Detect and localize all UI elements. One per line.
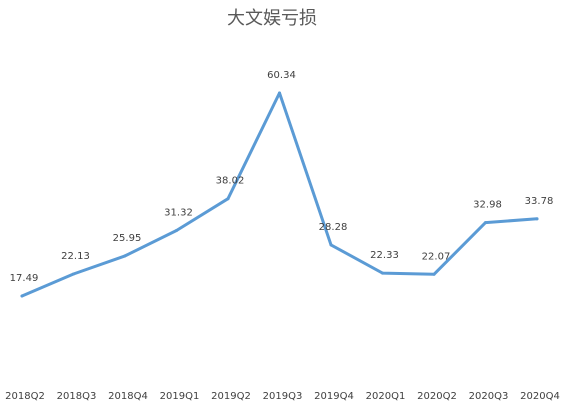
data-label: 17.49 xyxy=(10,273,39,284)
data-label: 32.98 xyxy=(473,200,502,211)
data-point xyxy=(381,271,384,275)
chart-title: 大文娱亏损 xyxy=(227,8,317,29)
data-point xyxy=(20,294,24,298)
data-label: 22.07 xyxy=(422,251,451,262)
x-tick-label: 2020Q4 xyxy=(520,391,560,402)
data-point xyxy=(278,91,281,95)
data-label: 33.78 xyxy=(525,196,554,207)
data-label: 38.02 xyxy=(216,176,245,187)
x-tick-label: 2020Q3 xyxy=(469,391,509,402)
data-label: 22.33 xyxy=(370,250,399,261)
data-label: 60.34 xyxy=(267,70,296,81)
data-label: 22.13 xyxy=(61,251,90,262)
data-point xyxy=(432,272,436,276)
x-tick-label: 2018Q3 xyxy=(57,391,97,402)
series-line xyxy=(20,91,539,298)
x-tick-label: 2018Q4 xyxy=(108,391,148,402)
data-point xyxy=(72,272,75,276)
data-point xyxy=(226,197,230,201)
data-point xyxy=(484,221,487,225)
data-label: 25.95 xyxy=(113,233,142,244)
x-tick-label: 2019Q3 xyxy=(263,391,303,402)
x-tick-label: 2019Q4 xyxy=(314,391,354,402)
x-tick-label: 2019Q2 xyxy=(211,391,251,402)
data-point xyxy=(175,228,178,232)
x-tick-label: 2018Q2 xyxy=(5,391,45,402)
data-point xyxy=(535,217,539,221)
plot-area: 17.49 22.13 25.95 31.32 38.02 60.34 28.28 22.33… xyxy=(5,70,560,402)
data-label: 31.32 xyxy=(164,207,193,218)
x-tick-label: 2020Q2 xyxy=(417,391,457,402)
data-point xyxy=(329,243,333,247)
data-point xyxy=(123,254,127,258)
data-label: 28.28 xyxy=(319,222,348,233)
x-tick-label: 2019Q1 xyxy=(160,391,200,402)
x-tick-label: 2020Q1 xyxy=(366,391,406,402)
